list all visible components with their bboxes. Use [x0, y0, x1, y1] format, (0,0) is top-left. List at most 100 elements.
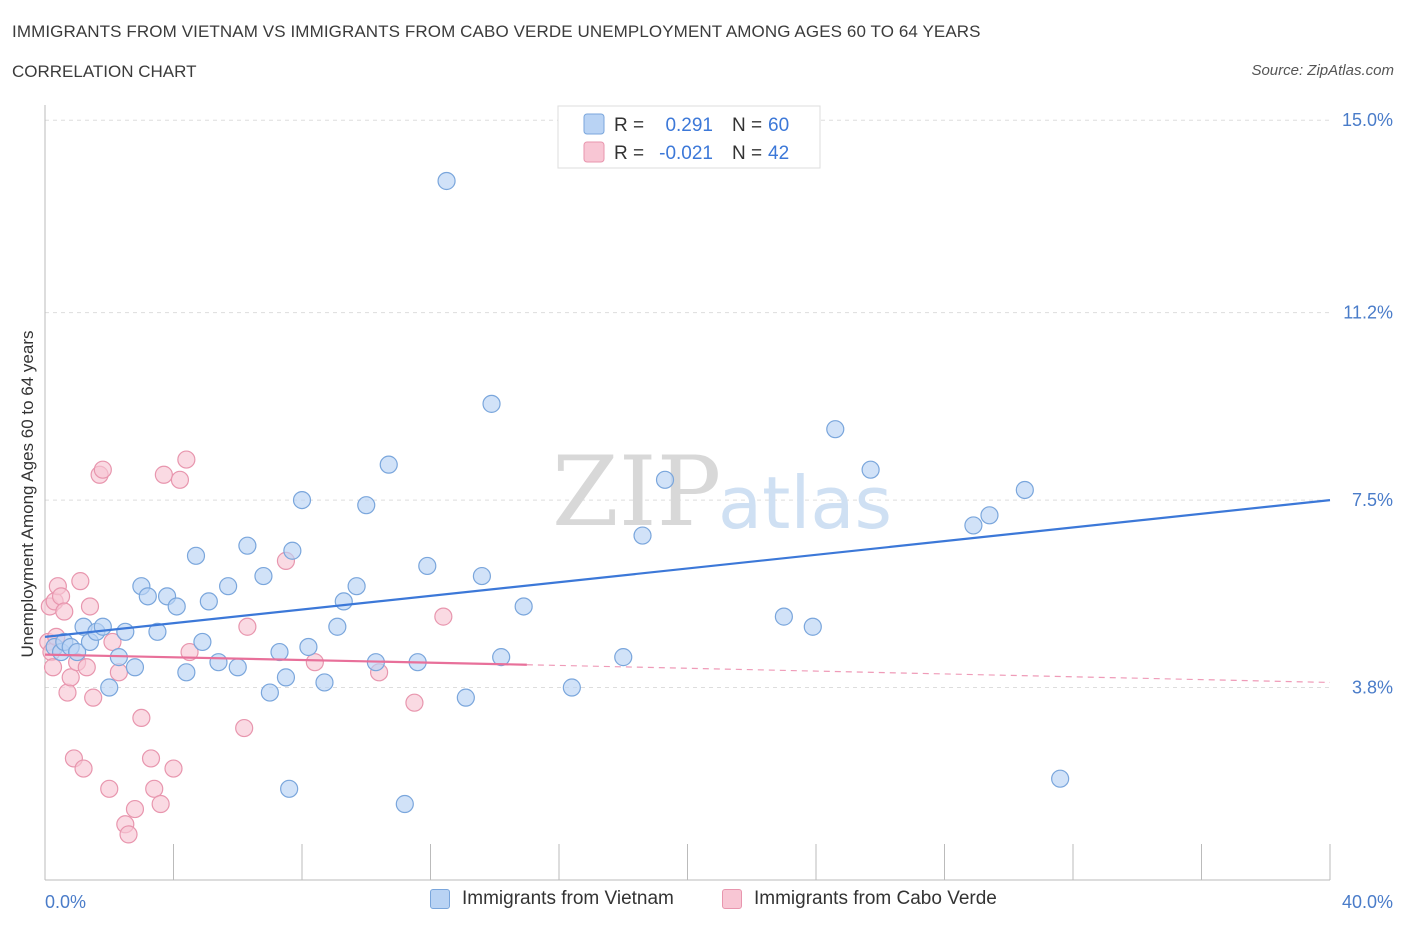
- data-point-vietnam: [315, 673, 334, 692]
- trend-line-extension-cabo: [526, 664, 1331, 684]
- data-point-vietnam: [148, 622, 167, 641]
- data-point-vietnam: [209, 653, 228, 672]
- data-point-vietnam: [826, 420, 845, 439]
- trend-line-vietnam: [44, 499, 1331, 638]
- data-point-cabo: [100, 779, 119, 798]
- data-point-cabo: [177, 450, 196, 469]
- x-tick-label: 0.0%: [45, 892, 86, 912]
- data-point-vietnam: [1051, 769, 1070, 788]
- data-point-vietnam: [193, 632, 212, 652]
- legend-n-label: N =: [732, 143, 762, 164]
- data-point-vietnam: [437, 171, 456, 191]
- data-point-vietnam: [655, 470, 675, 489]
- legend-r-label: R =: [614, 143, 644, 164]
- data-point-vietnam: [125, 658, 145, 677]
- data-point-vietnam: [347, 577, 366, 596]
- watermark-atlas: atlas: [718, 461, 892, 545]
- legend-swatch-cabo-verde: [583, 141, 605, 163]
- data-point-cabo: [132, 708, 151, 728]
- axes: [44, 105, 1331, 881]
- data-point-cabo: [74, 759, 93, 778]
- watermark: ZIP atlas: [552, 436, 892, 548]
- data-point-vietnam: [177, 663, 196, 682]
- grid-lines: [45, 119, 1330, 689]
- trend-lines: [44, 499, 1331, 684]
- y-axis-label: Unemployment Among Ages 60 to 64 years: [18, 331, 37, 658]
- data-point-vietnam: [292, 490, 312, 510]
- legend-r-value-vietnam: 0.291: [665, 115, 713, 136]
- legend-item-vietnam: Immigrants from Vietnam: [430, 888, 674, 910]
- data-point-vietnam: [238, 536, 257, 555]
- data-point-vietnam: [228, 658, 247, 677]
- data-point-cabo: [154, 465, 173, 484]
- data-point-vietnam: [357, 496, 376, 515]
- data-point-vietnam: [299, 637, 318, 657]
- legend-n-value-cabo-verde: 42: [768, 143, 789, 164]
- data-point-vietnam: [276, 668, 296, 687]
- data-point-cabo: [119, 825, 138, 844]
- legend-swatch-vietnam: [430, 889, 450, 909]
- chart-subtitle: CORRELATION CHART: [12, 62, 197, 81]
- data-point-vietnam: [1015, 480, 1034, 500]
- data-point-cabo: [235, 718, 254, 738]
- data-point-vietnam: [328, 617, 347, 636]
- data-point-vietnam: [472, 566, 491, 586]
- data-point-cabo: [58, 683, 77, 702]
- data-point-vietnam: [861, 460, 880, 479]
- series-vietnam-points: [45, 171, 1070, 814]
- data-point-cabo: [55, 602, 74, 621]
- data-point-cabo: [84, 688, 103, 707]
- source-label: Source: ZipAtlas.com: [1251, 62, 1394, 79]
- data-point-vietnam: [283, 541, 302, 560]
- data-point-vietnam: [562, 678, 581, 697]
- data-point-cabo: [51, 587, 71, 606]
- data-point-cabo: [109, 663, 128, 682]
- legend-label-cabo-verde: Immigrants from Cabo Verde: [754, 888, 997, 909]
- data-point-cabo: [141, 749, 161, 768]
- data-point-vietnam: [93, 617, 112, 636]
- data-point-vietnam: [614, 648, 633, 667]
- data-point-cabo: [71, 572, 90, 591]
- data-point-cabo: [145, 779, 164, 798]
- data-point-vietnam: [254, 566, 273, 586]
- data-point-vietnam: [633, 526, 652, 545]
- legend-r-label: R =: [614, 115, 644, 136]
- data-point-vietnam: [280, 779, 299, 798]
- legend-n-label: N =: [732, 115, 762, 136]
- correlation-legend: R = 0.291 N = 60 R = -0.021 N = 42: [557, 105, 821, 169]
- data-point-cabo: [405, 693, 424, 712]
- data-point-vietnam: [100, 678, 119, 697]
- data-point-vietnam: [186, 546, 206, 565]
- legend-label-vietnam: Immigrants from Vietnam: [462, 888, 674, 909]
- data-point-cabo: [80, 597, 100, 616]
- data-point-cabo: [125, 799, 145, 819]
- data-point-vietnam: [456, 688, 475, 707]
- chart-title: IMMIGRANTS FROM VIETNAM VS IMMIGRANTS FR…: [12, 22, 981, 41]
- data-point-cabo: [434, 607, 453, 626]
- legend-swatch-cabo-verde: [722, 889, 742, 909]
- data-point-vietnam: [514, 597, 533, 616]
- data-point-vietnam: [964, 516, 983, 535]
- data-point-cabo: [164, 759, 183, 778]
- data-point-vietnam: [492, 648, 511, 667]
- data-point-vietnam: [219, 577, 238, 596]
- data-point-vietnam: [199, 592, 218, 611]
- data-point-vietnam: [980, 506, 999, 525]
- data-point-cabo: [151, 794, 170, 814]
- x-tick-labels: 0.0% 40.0%: [45, 892, 1393, 912]
- series-legend: Immigrants from Vietnam Immigrants from …: [0, 888, 1406, 916]
- y-tick-label: 7.5%: [1352, 490, 1393, 510]
- data-point-cabo: [180, 642, 199, 662]
- series-cabo-verde-points: [39, 450, 453, 844]
- data-point-vietnam: [167, 597, 186, 616]
- data-point-vietnam: [260, 683, 279, 702]
- data-point-vietnam: [803, 617, 822, 636]
- data-point-cabo: [77, 658, 96, 677]
- data-point-vietnam: [774, 607, 793, 626]
- legend-n-value-vietnam: 60: [768, 115, 789, 136]
- data-point-vietnam: [379, 455, 398, 474]
- data-point-vietnam: [334, 592, 353, 611]
- data-point-cabo: [238, 617, 257, 636]
- data-point-vietnam: [270, 642, 289, 662]
